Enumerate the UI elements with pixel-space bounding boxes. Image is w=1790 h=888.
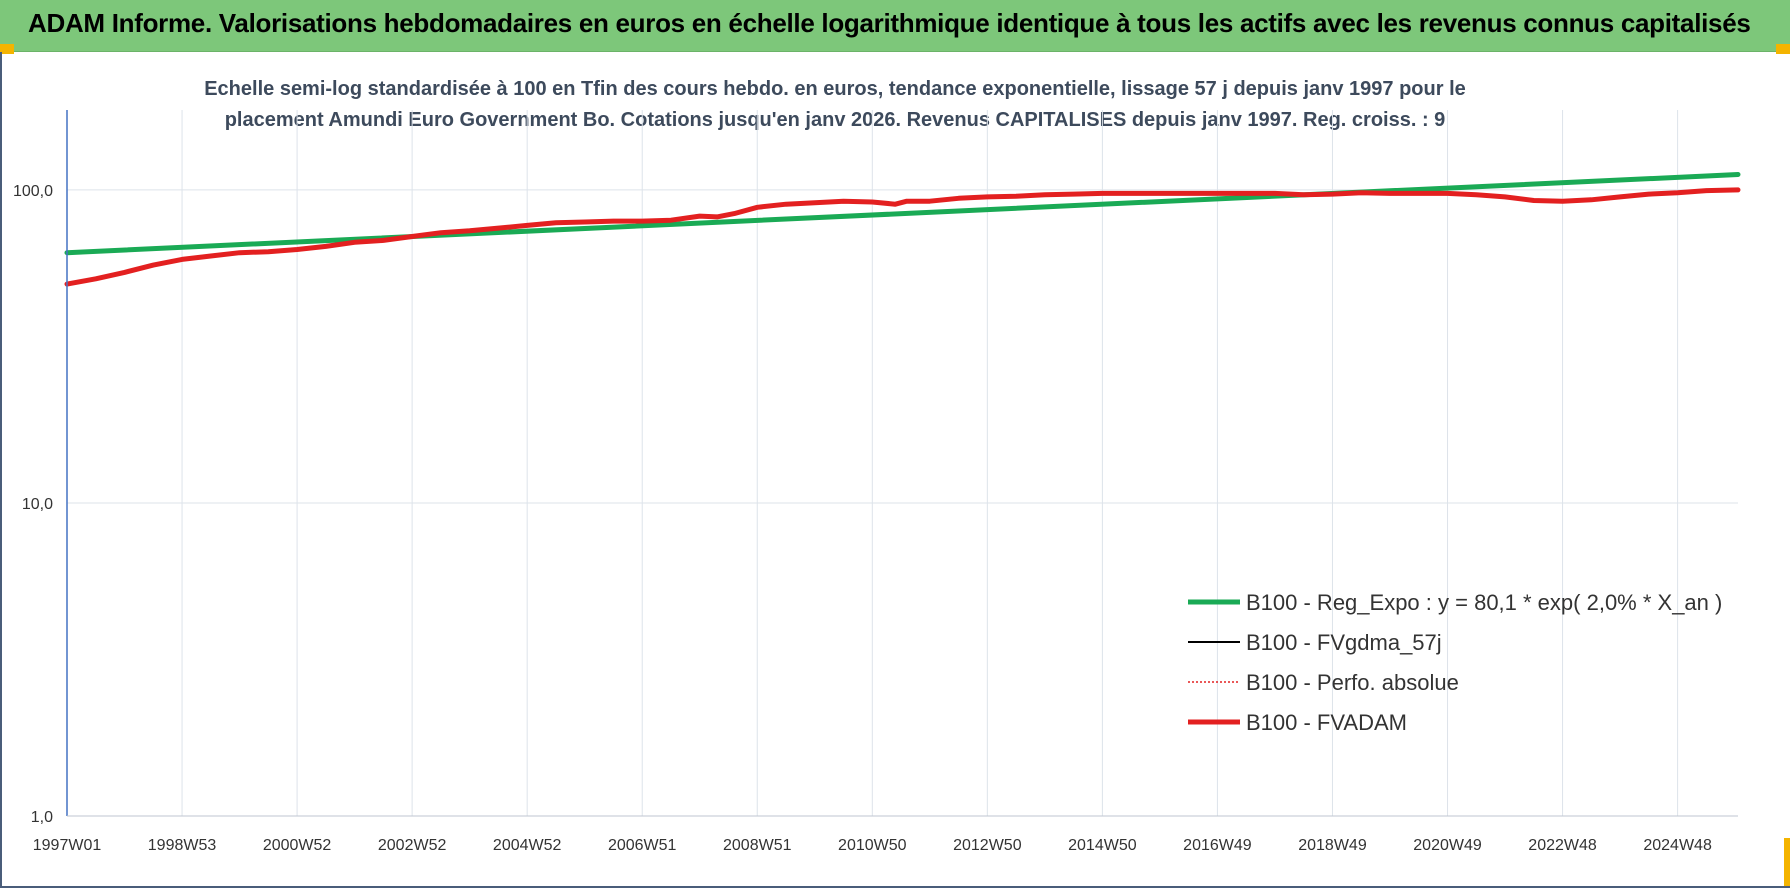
- x-tick-label: 2024W48: [1643, 837, 1712, 854]
- x-tick-label: 2004W52: [493, 837, 562, 854]
- corner-marker-bottom-right: [1784, 838, 1790, 888]
- chart-frame: [0, 52, 1790, 888]
- y-tick-label: 10,0: [22, 496, 53, 513]
- x-tick-label: 2014W50: [1068, 837, 1137, 854]
- corner-marker-right: [1776, 44, 1790, 54]
- legend: B100 - Reg_Expo : y = 80,1 * exp( 2,0% *…: [1188, 590, 1722, 735]
- series-line: [64, 172, 1741, 256]
- chart-subtitle: Echelle semi-log standardisée à 100 en T…: [200, 74, 1470, 136]
- x-tick-label: 2012W50: [953, 837, 1022, 854]
- page-title: ADAM Informe. Valorisations hebdomadaire…: [28, 8, 1751, 38]
- chart-subtitle-line-1: Echelle semi-log standardisée à 100 en T…: [204, 78, 1466, 100]
- legend-label: B100 - FVgdma_57j: [1246, 630, 1442, 655]
- legend-label: B100 - Reg_Expo : y = 80,1 * exp( 2,0% *…: [1246, 590, 1722, 615]
- x-tick-label: 2000W52: [263, 837, 332, 854]
- y-tick-label: 100,0: [13, 183, 53, 200]
- axes-layer: 1997W01 1998W53 2000W52 2002W52 2004W52 2006W…: [13, 110, 1738, 854]
- x-tick-label: 2006W51: [608, 837, 677, 854]
- x-tick-label: 1997W01: [33, 837, 102, 854]
- legend-label: B100 - FVADAM: [1246, 710, 1407, 735]
- x-tick-label: 2016W49: [1183, 837, 1252, 854]
- corner-marker-left: [0, 44, 14, 54]
- x-tick-label: 2018W49: [1298, 837, 1367, 854]
- series-line: [64, 187, 1741, 287]
- chart-subtitle-line-2: placement Amundi Euro Government Bo. Cot…: [224, 109, 1446, 131]
- x-tick-label: 2008W51: [723, 837, 792, 854]
- x-tick-label: 2022W48: [1528, 837, 1597, 854]
- x-tick-label: 2010W50: [838, 837, 907, 854]
- y-tick-label: 1,0: [31, 809, 53, 826]
- x-tick-label: 2020W49: [1413, 837, 1482, 854]
- x-tick-label: 2002W52: [378, 837, 447, 854]
- legend-label: B100 - Perfo. absolue: [1246, 670, 1459, 695]
- x-tick-label: 1998W53: [148, 837, 217, 854]
- header-banner: ADAM Informe. Valorisations hebdomadaire…: [0, 0, 1790, 52]
- series-layer: [64, 172, 1741, 287]
